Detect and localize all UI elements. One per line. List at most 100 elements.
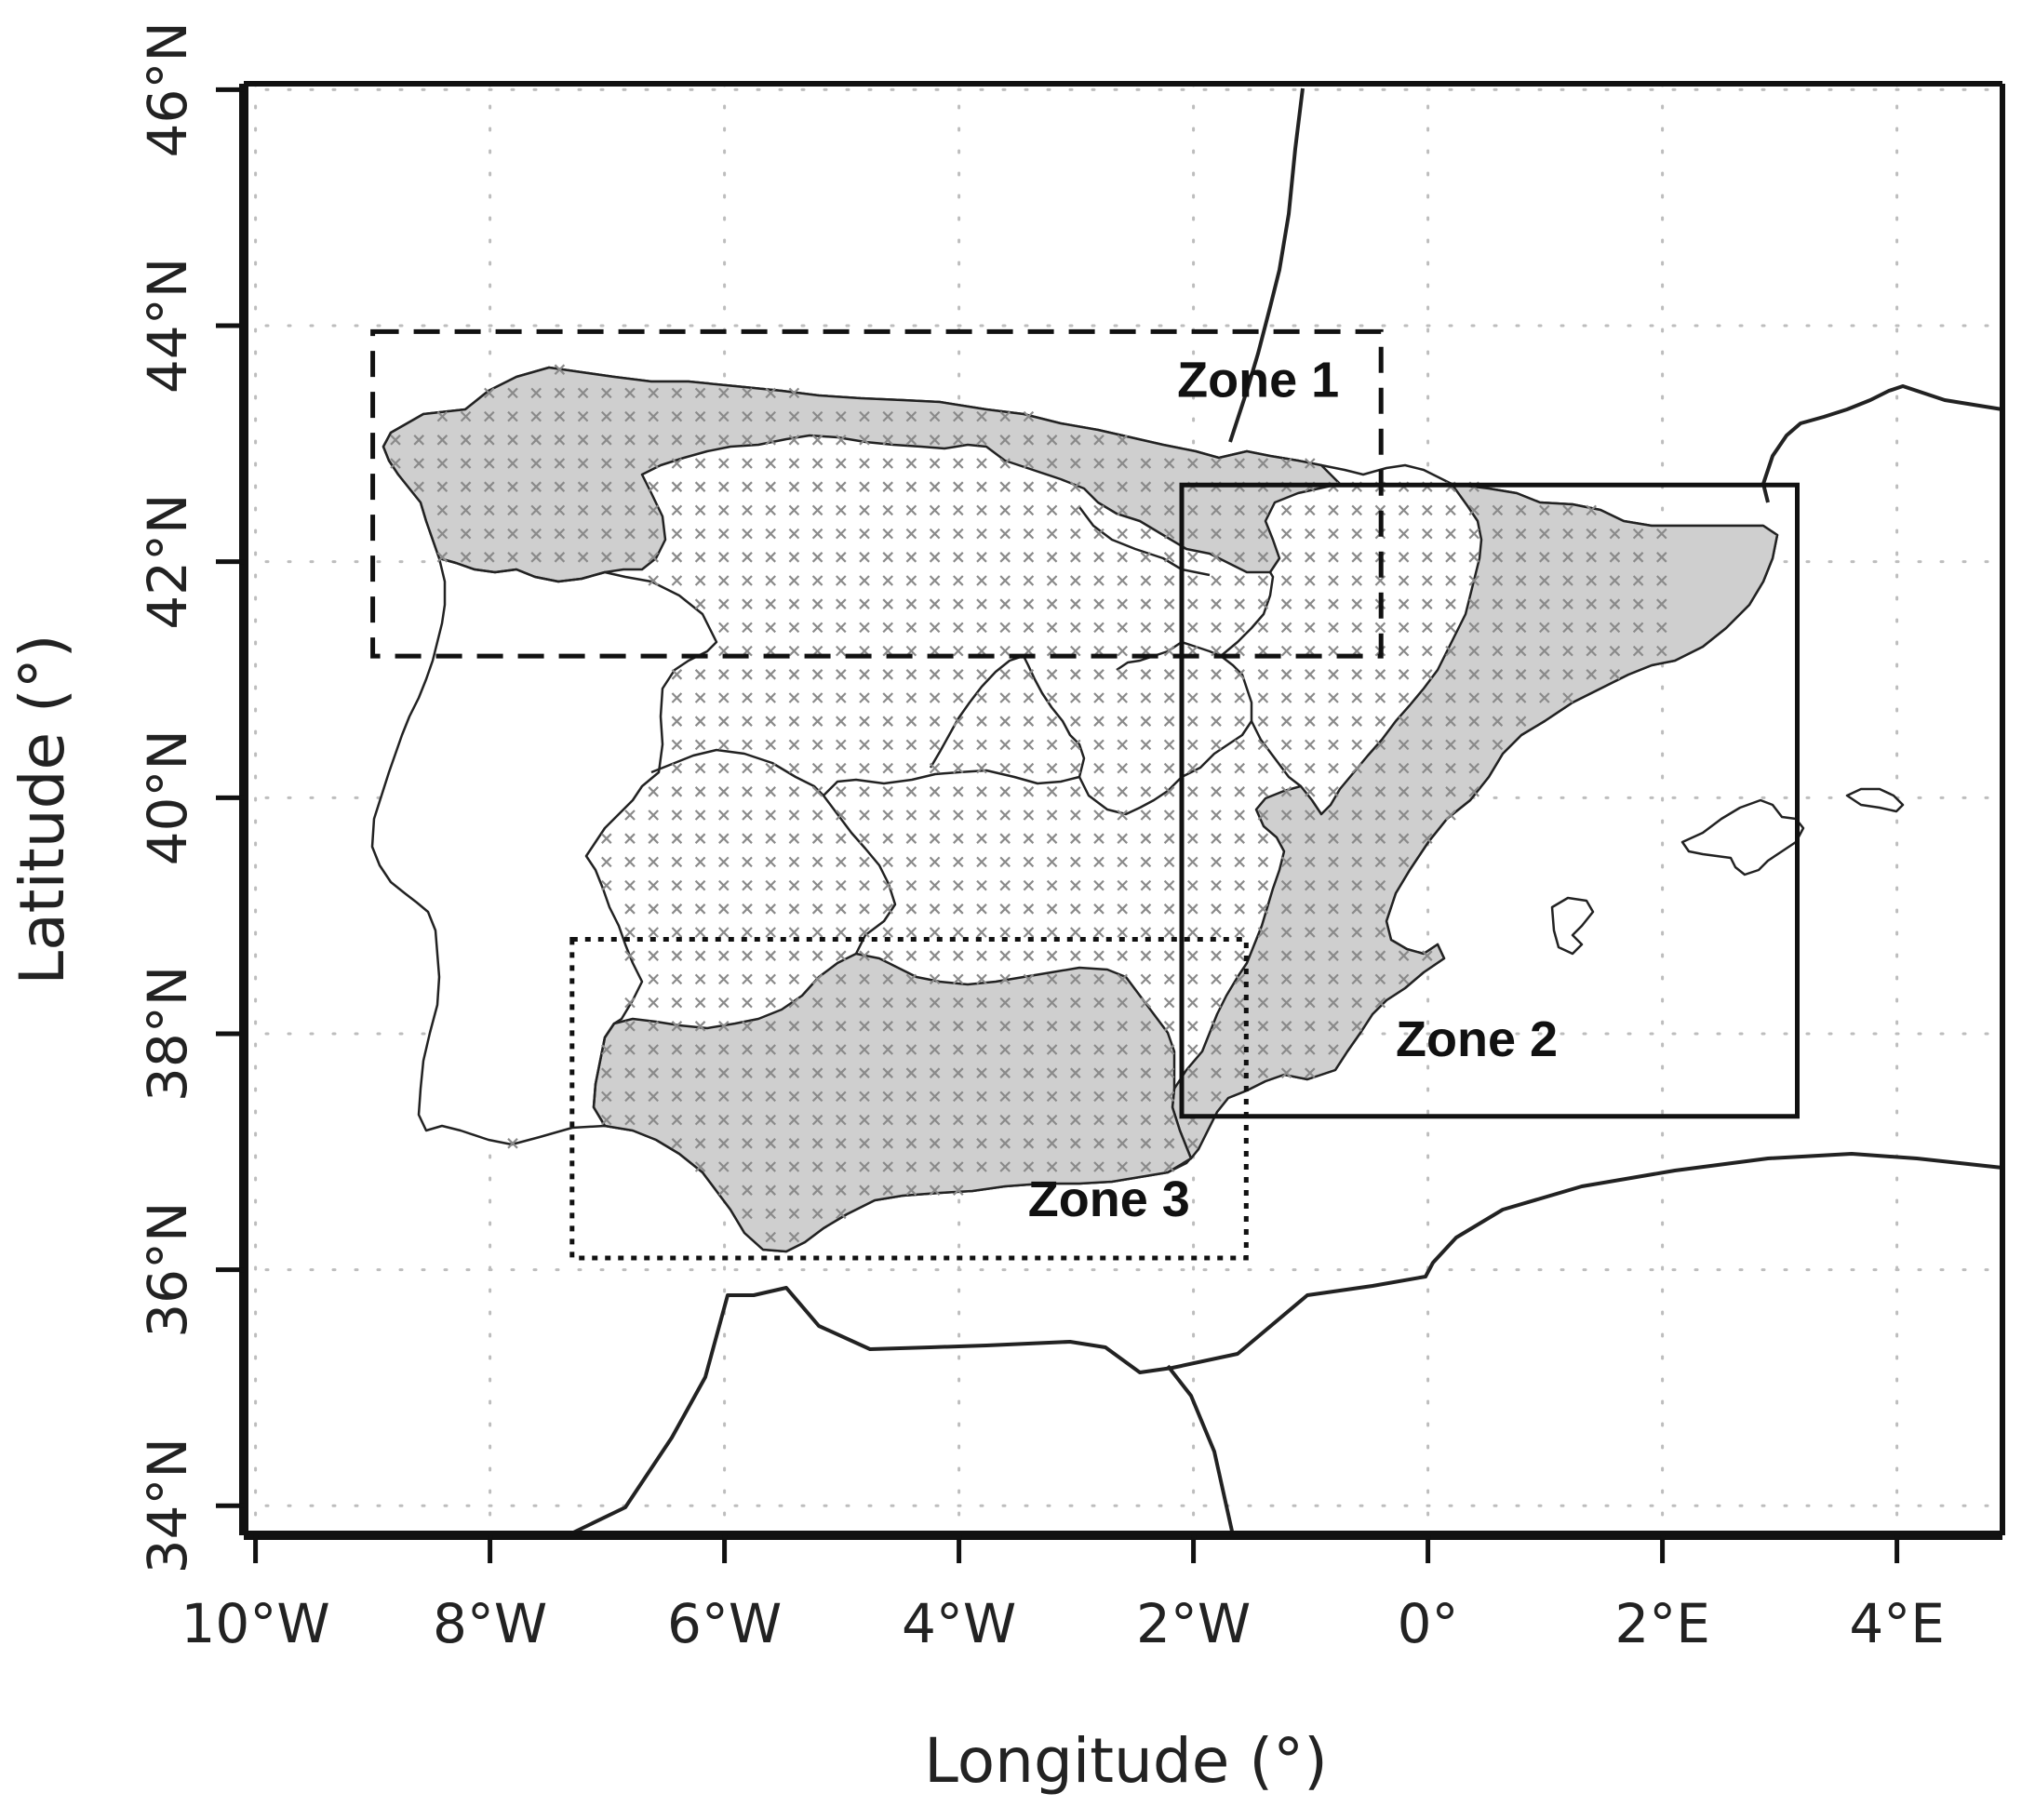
grid-point-marker	[1140, 552, 1152, 563]
grid-point-marker	[788, 1091, 800, 1103]
grid-point-marker	[976, 973, 987, 985]
grid-point-marker	[718, 786, 730, 797]
grid-point-marker	[882, 762, 893, 774]
grid-point-marker	[905, 552, 917, 563]
grid-point-marker	[976, 435, 987, 446]
grid-point-marker	[577, 410, 589, 422]
grid-point-marker	[929, 950, 941, 961]
grid-point-marker	[1422, 739, 1433, 751]
grid-point-marker	[1257, 762, 1269, 774]
grid-point-marker	[1398, 973, 1410, 985]
mallorca-island	[1680, 798, 1805, 877]
grid-point-marker	[1234, 552, 1245, 563]
grid-point-marker	[1093, 575, 1105, 586]
grid-point-marker	[742, 973, 753, 985]
grid-point-marker	[742, 669, 753, 680]
grid-point-marker	[1046, 435, 1058, 446]
grid-point-marker	[1046, 786, 1058, 797]
grid-point-marker	[436, 458, 449, 469]
grid-point-marker	[811, 786, 823, 797]
grid-point-marker	[718, 856, 730, 868]
grid-point-marker	[624, 903, 636, 915]
grid-point-marker	[765, 387, 776, 399]
grid-point-marker	[1093, 598, 1105, 609]
grid-point-marker	[976, 1067, 987, 1078]
grid-point-marker	[1492, 575, 1504, 586]
grid-point-marker	[694, 1067, 706, 1078]
grid-point-marker	[882, 1184, 893, 1196]
grid-point-marker	[1374, 973, 1386, 985]
grid-point-marker	[882, 1138, 893, 1149]
grid-point-marker	[765, 716, 776, 727]
grid-point-marker	[1187, 903, 1198, 915]
grid-point-marker	[1046, 856, 1058, 868]
grid-point-marker	[648, 927, 659, 938]
grid-point-marker	[836, 786, 847, 797]
grid-point-marker	[648, 458, 659, 469]
grid-point-marker	[1609, 575, 1621, 586]
grid-point-marker	[1328, 1044, 1339, 1055]
y-tick-label: 38°N	[136, 966, 199, 1102]
grid-point-marker	[929, 692, 941, 703]
grid-point-marker	[859, 1067, 870, 1078]
grid-point-marker	[859, 997, 870, 1009]
grid-point-marker	[648, 1091, 659, 1103]
grid-point-marker	[1163, 481, 1175, 492]
grid-point-marker	[999, 786, 1011, 797]
grid-point-marker	[1280, 997, 1292, 1009]
grid-point-marker	[953, 856, 964, 868]
grid-point-marker	[624, 833, 636, 844]
grid-point-marker	[929, 435, 941, 446]
grid-point-marker	[1163, 762, 1175, 774]
grid-point-marker	[788, 645, 800, 657]
grid-point-marker	[1187, 810, 1198, 821]
grid-point-marker	[836, 1114, 847, 1126]
grid-point-marker	[811, 810, 823, 821]
grid-point-marker	[1280, 1044, 1292, 1055]
grid-point-marker	[882, 997, 893, 1009]
grid-point-marker	[1140, 762, 1152, 774]
grid-point-marker	[1117, 692, 1128, 703]
grid-point-marker	[1117, 786, 1128, 797]
grid-point-marker	[1492, 552, 1504, 563]
grid-point-marker	[1093, 879, 1105, 891]
grid-point-marker	[765, 692, 776, 703]
grid-point-marker	[1140, 669, 1152, 680]
grid-point-marker	[859, 552, 870, 563]
grid-point-marker	[1492, 504, 1504, 516]
grid-point-marker	[1070, 810, 1081, 821]
grid-point-marker	[836, 1184, 847, 1196]
grid-point-marker	[671, 1044, 683, 1055]
grid-point-marker	[1280, 810, 1292, 821]
x-tick-label: 4°W	[902, 1592, 1016, 1655]
grid-point-marker	[976, 1091, 987, 1103]
grid-point-marker	[811, 528, 823, 540]
grid-point-marker	[788, 622, 800, 634]
grid-point-marker	[811, 1021, 823, 1032]
grid-point-marker	[624, 1044, 636, 1055]
grid-point-marker	[1398, 762, 1410, 774]
grid-point-marker	[742, 1114, 753, 1126]
grid-point-marker	[905, 879, 917, 891]
grid-point-marker	[953, 669, 964, 680]
grid-point-marker	[742, 786, 753, 797]
grid-point-marker	[1140, 458, 1152, 469]
grid-point-marker	[953, 528, 964, 540]
grid-point-marker	[1093, 786, 1105, 797]
grid-point-marker	[929, 552, 941, 563]
grid-point-marker	[577, 458, 589, 469]
grid-point-marker	[694, 879, 706, 891]
x-tick-label: 2°W	[1136, 1592, 1251, 1655]
grid-point-marker	[1305, 810, 1316, 821]
grid-point-marker	[1280, 903, 1292, 915]
grid-point-marker	[1046, 810, 1058, 821]
grid-point-marker	[1093, 716, 1105, 727]
grid-point-marker	[1305, 692, 1316, 703]
grid-point-marker	[811, 1067, 823, 1078]
grid-point-marker	[1046, 1067, 1058, 1078]
grid-point-marker	[905, 458, 917, 469]
grid-point-marker	[905, 973, 917, 985]
grid-point-marker	[1117, 528, 1128, 540]
grid-point-marker	[1140, 927, 1152, 938]
grid-point-marker	[530, 435, 542, 446]
